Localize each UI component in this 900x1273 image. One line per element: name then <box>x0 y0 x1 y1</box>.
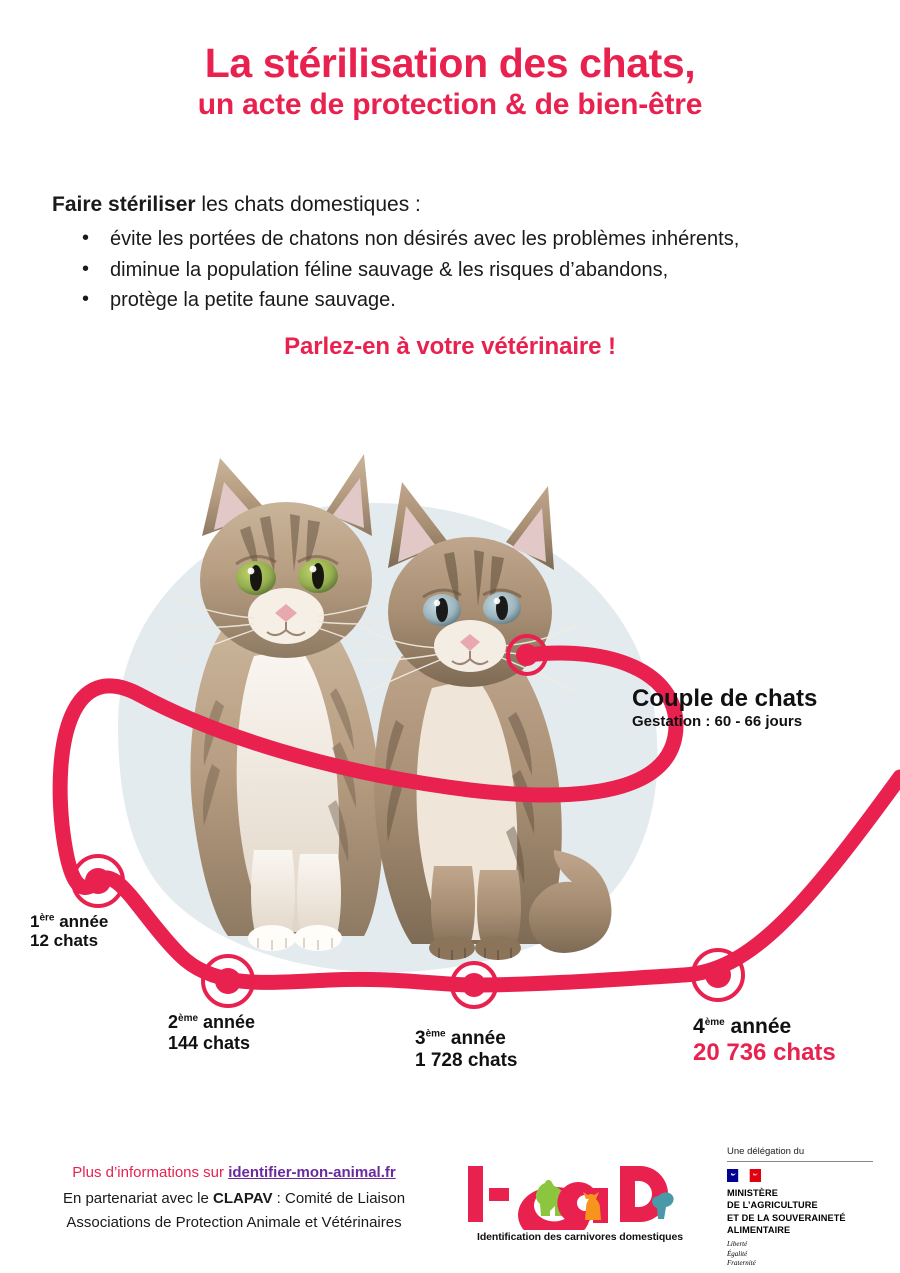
year4-count: 20 736 chats <box>693 1038 836 1066</box>
ferret-icon <box>652 1192 674 1219</box>
benefit-list: évite les portées de chatons non désirés… <box>52 223 852 315</box>
call-to-action: Parlez-en à votre vétérinaire ! <box>284 333 616 360</box>
ministry-block: Une délégation du MINISTÈRE DE L’AGRICUL… <box>727 1146 877 1268</box>
year1-count: 12 chats <box>30 931 99 951</box>
milestone-marker-year2 <box>201 954 255 1008</box>
ministry-name-l1: MINISTÈRE <box>727 1188 778 1198</box>
milestone-marker-year3 <box>450 961 498 1009</box>
list-item: évite les portées de chatons non désirés… <box>52 223 852 254</box>
divider <box>727 1161 873 1162</box>
website-link[interactable]: identifier-mon-animal.fr <box>228 1164 396 1181</box>
french-flag-icon <box>727 1169 761 1182</box>
kitten-left-eyes <box>235 555 339 595</box>
more-info-prefix: Plus d’informations sur <box>72 1164 229 1181</box>
motto-egalite: Égalité <box>727 1249 748 1258</box>
milestone-marker-year4 <box>691 948 745 1002</box>
partnership-line1: En partenariat avec le CLAPAV : Comité d… <box>34 1189 434 1209</box>
ministry-name-l2: DE L’AGRICULTURE <box>727 1200 818 1211</box>
label-couple-de-chats: Couple de chats Gestation : 60 - 66 jour… <box>632 685 817 730</box>
year1-title: 1ère année <box>30 912 109 931</box>
year2-title: 2ème année <box>168 1012 256 1032</box>
growth-curve-layer <box>52 634 900 1009</box>
delegation-label: Une délégation du <box>727 1146 805 1157</box>
motto-fraternite: Fraternité <box>727 1258 756 1267</box>
intro-lead-rest: les chats domestiques : <box>195 193 421 216</box>
kittens-photo <box>169 454 612 960</box>
icad-logo-mark <box>468 1166 674 1230</box>
ministry-name: MINISTÈRE DE L’AGRICULTURE ET DE LA SOUV… <box>727 1187 877 1236</box>
milestone-marker-year1 <box>71 854 125 908</box>
cat-icon <box>583 1192 601 1220</box>
couple-subtitle: Gestation : 60 - 66 jours <box>632 713 803 731</box>
dog-icon <box>535 1179 564 1216</box>
poster-footer: Plus d’informations sur identifier-mon-a… <box>0 1140 900 1273</box>
list-item: diminue la population féline sauvage & l… <box>52 254 852 285</box>
label-year2: 2ème année 144 chats <box>168 1012 255 1053</box>
intro-lead-bold: Faire stériliser <box>52 193 196 216</box>
ministry-name-l4: ALIMENTAIRE <box>727 1224 791 1235</box>
year4-title: 4ème année <box>693 1015 792 1038</box>
intro-block: Faire stériliser les chats domestiques :… <box>52 192 852 315</box>
motto-liberte: Liberté <box>727 1240 748 1249</box>
icad-logo: Identification des carnivores domestique… <box>462 1158 698 1243</box>
year3-count: 1 728 chats <box>415 1049 518 1071</box>
label-year4: 4ème année 20 736 chats <box>693 1015 836 1066</box>
year2-count: 144 chats <box>168 1032 251 1053</box>
page-title-line2: un acte de protection & de bien-être <box>197 87 703 121</box>
republic-motto: Liberté Égalité Fraternité <box>727 1240 877 1268</box>
list-item: protège la petite faune sauvage. <box>52 284 852 315</box>
milestone-marker-couple <box>506 634 548 676</box>
page-title-line1: La stérilisation des chats, <box>204 40 696 86</box>
partner-post: : Comité de Liaison <box>272 1189 406 1207</box>
footer-info-block: Plus d’informations sur identifier-mon-a… <box>34 1162 434 1233</box>
icad-tagline: Identification des carnivores domestique… <box>477 1231 683 1243</box>
year3-title: 3ème année <box>415 1028 506 1049</box>
kitten-left <box>169 454 405 951</box>
ministry-name-l3: ET DE LA SOUVERAINETÉ <box>727 1212 846 1223</box>
label-year3: 3ème année 1 728 chats <box>415 1028 517 1071</box>
intro-lead: Faire stériliser les chats domestiques : <box>52 192 852 218</box>
partner-pre: En partenariat avec le <box>62 1189 214 1207</box>
label-year1: 1ère année 12 chats <box>30 912 108 951</box>
partner-acronym: CLAPAV <box>213 1189 273 1207</box>
couple-title: Couple de chats <box>632 685 818 712</box>
kitten-right-eyes <box>422 588 522 626</box>
partnership-line2: Associations de Protection Animale et Vé… <box>66 1213 402 1231</box>
more-info-line: Plus d’informations sur identifier-mon-a… <box>34 1162 434 1185</box>
growth-infographic <box>0 395 900 1105</box>
poster-header: La stérilisation des chats, un acte de p… <box>0 42 900 121</box>
